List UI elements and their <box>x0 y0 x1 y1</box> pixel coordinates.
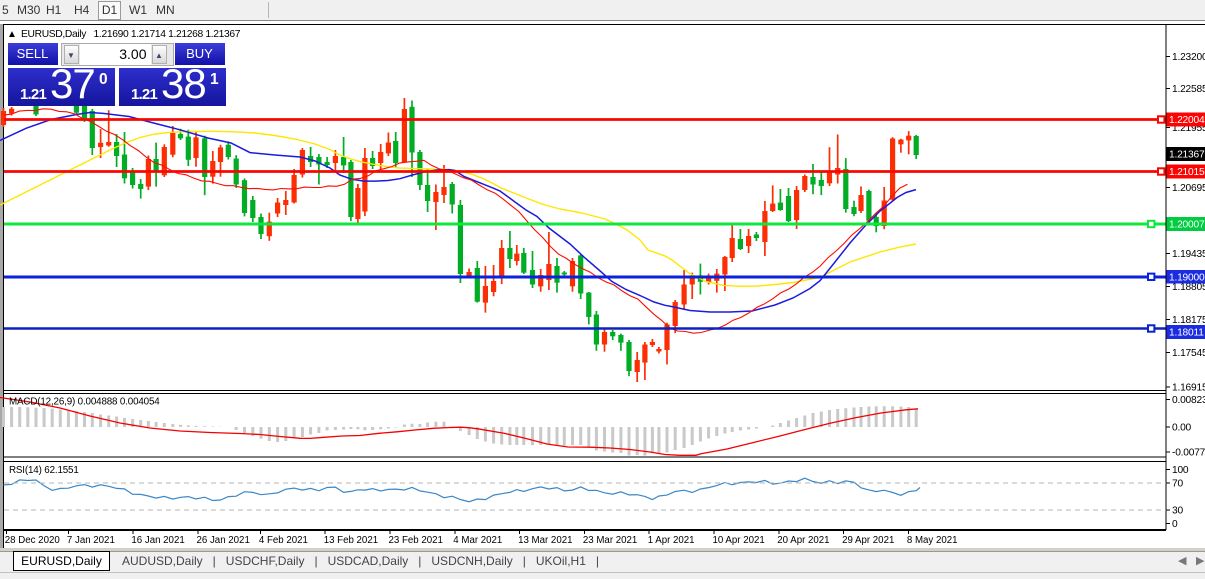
svg-text:0: 0 <box>1172 519 1178 530</box>
svg-text:RSI(14) 62.1551: RSI(14) 62.1551 <box>9 465 79 476</box>
svg-text:23 Mar 2021: 23 Mar 2021 <box>583 535 637 546</box>
svg-text:1.19000: 1.19000 <box>1169 272 1205 283</box>
svg-text:1.22585: 1.22585 <box>1172 84 1205 95</box>
svg-text:4 Feb 2021: 4 Feb 2021 <box>259 535 308 546</box>
svg-text:8 May 2021: 8 May 2021 <box>907 535 958 546</box>
svg-text:1.19435: 1.19435 <box>1172 249 1205 260</box>
svg-text:13 Feb 2021: 13 Feb 2021 <box>324 535 378 546</box>
svg-text:1.21367: 1.21367 <box>1169 150 1205 161</box>
svg-text:100: 100 <box>1172 465 1189 476</box>
svg-text:1.17545: 1.17545 <box>1172 348 1205 359</box>
svg-text:1.18011: 1.18011 <box>1169 328 1204 339</box>
svg-text:0.00: 0.00 <box>1172 423 1192 434</box>
svg-text:10 Apr 2021: 10 Apr 2021 <box>713 535 765 546</box>
svg-text:1.21955: 1.21955 <box>1172 123 1205 134</box>
svg-text:1.18175: 1.18175 <box>1172 315 1205 326</box>
svg-text:1.23200: 1.23200 <box>1172 52 1205 63</box>
svg-text:13 Mar 2021: 13 Mar 2021 <box>518 535 572 546</box>
svg-text:1.22004: 1.22004 <box>1169 115 1205 126</box>
svg-text:16 Jan 2021: 16 Jan 2021 <box>131 535 184 546</box>
svg-text:29 Apr 2021: 29 Apr 2021 <box>842 535 894 546</box>
svg-text:0.00823: 0.00823 <box>1172 395 1205 406</box>
svg-text:1.20007: 1.20007 <box>1169 220 1205 231</box>
svg-text:MACD(12,26,9) 0.004888 0.00405: MACD(12,26,9) 0.004888 0.004054 <box>9 397 160 408</box>
svg-text:1 Apr 2021: 1 Apr 2021 <box>648 535 695 546</box>
svg-text:23 Feb 2021: 23 Feb 2021 <box>389 535 443 546</box>
svg-text:30: 30 <box>1172 505 1183 516</box>
svg-text:7 Jan 2021: 7 Jan 2021 <box>67 535 115 546</box>
svg-text:20 Apr 2021: 20 Apr 2021 <box>777 535 829 546</box>
svg-text:4 Mar 2021: 4 Mar 2021 <box>453 535 502 546</box>
svg-text:28 Dec 2020: 28 Dec 2020 <box>5 535 61 546</box>
svg-text:1.21015: 1.21015 <box>1169 167 1205 178</box>
svg-text:1.18805: 1.18805 <box>1172 282 1205 293</box>
svg-text:1.20695: 1.20695 <box>1172 183 1205 194</box>
svg-text:1.16915: 1.16915 <box>1172 383 1205 394</box>
svg-text:70: 70 <box>1172 479 1183 490</box>
svg-text:26 Jan 2021: 26 Jan 2021 <box>197 535 250 546</box>
